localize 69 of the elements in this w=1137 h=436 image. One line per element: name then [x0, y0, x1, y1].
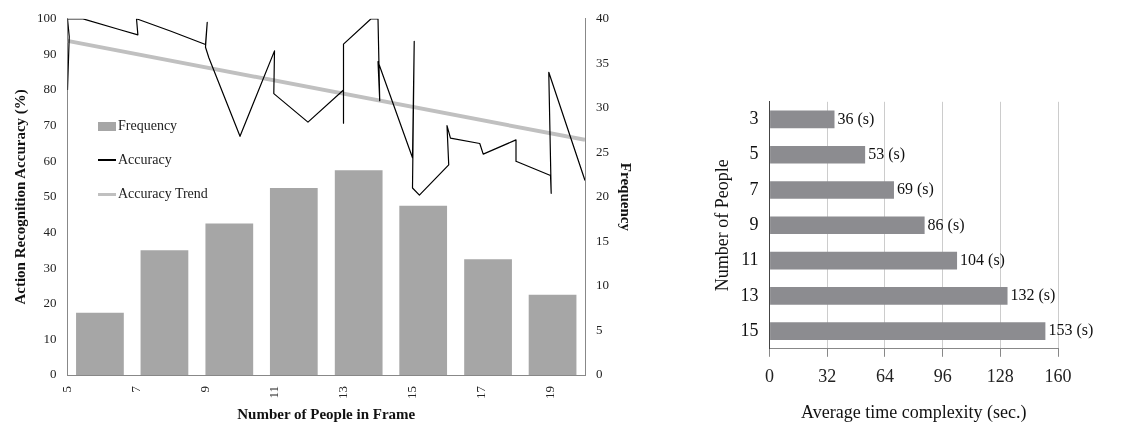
y-tick-label: 70 — [43, 117, 57, 133]
y2-tick-label: 30 — [596, 99, 609, 115]
x-axis-title: Number of People in Frame — [237, 405, 416, 422]
x-tick-label: 160 — [1044, 366, 1072, 387]
bar — [76, 312, 124, 375]
x-tick-label: 32 — [818, 366, 837, 387]
legend-label: Frequency — [118, 118, 178, 134]
x-tick-label: 15 — [403, 386, 419, 399]
bar — [770, 322, 1046, 340]
x-tick-label: 96 — [933, 366, 952, 387]
y2-tick-label: 25 — [596, 143, 609, 159]
x-tick-label: 5 — [58, 386, 74, 393]
legend-label: Accuracy — [118, 152, 172, 168]
bar — [205, 223, 254, 375]
y-tick-label: 50 — [43, 188, 57, 204]
y-tick-label: 9 — [749, 214, 759, 235]
x-tick-label: 11 — [265, 386, 281, 399]
bar — [770, 181, 894, 199]
bar — [770, 251, 958, 270]
x-tick-label: 17 — [472, 385, 488, 399]
y-tick-label: 3 — [749, 108, 759, 129]
x-tick-label: 0 — [765, 366, 775, 387]
data-label: 153 (s) — [1048, 321, 1094, 340]
y-tick-label: 13 — [740, 284, 759, 305]
y2-tick-label: 40 — [596, 10, 609, 26]
x-tick-label: 13 — [334, 386, 350, 399]
y-tick-label: 30 — [43, 259, 57, 275]
data-label: 53 (s) — [868, 144, 906, 163]
y2-tick-label: 15 — [596, 232, 609, 248]
bar — [334, 170, 383, 375]
y-tick-label: 60 — [43, 152, 57, 168]
bar — [464, 259, 512, 375]
data-label: 104 (s) — [960, 250, 1005, 269]
data-label: 86 (s) — [927, 215, 965, 234]
y-tick-label: 7 — [749, 178, 759, 199]
bar — [140, 250, 189, 375]
y-tick-label: 11 — [741, 249, 759, 270]
y-tick-label: 90 — [43, 45, 57, 61]
bar — [770, 145, 866, 164]
y2-tick-label: 5 — [596, 321, 603, 337]
y2-axis-title: Frequency — [618, 162, 635, 232]
y-axis-title: Action Recognition Accuracy (%) — [11, 89, 29, 305]
y-tick-label: 15 — [740, 319, 759, 340]
x-tick-label: 128 — [986, 366, 1014, 387]
data-label: 36 (s) — [837, 109, 875, 128]
x-tick-label: 19 — [541, 386, 557, 399]
bar — [528, 294, 577, 375]
bar — [269, 188, 318, 375]
data-label: 132 (s) — [1010, 286, 1056, 305]
y-tick-label: 20 — [43, 295, 57, 311]
bar — [399, 205, 448, 375]
legend-label: Accuracy Trend — [118, 186, 208, 202]
x-axis-title: Average time complexity (sec.) — [801, 401, 1027, 423]
x-tick-label: 64 — [875, 366, 894, 387]
y2-tick-label: 35 — [596, 54, 609, 70]
bar — [770, 110, 835, 129]
x-tick-label: 7 — [127, 385, 143, 393]
bar — [770, 216, 925, 235]
y2-tick-label: 20 — [596, 188, 609, 204]
y-tick-label: 100 — [37, 10, 57, 26]
y-tick-label: 80 — [43, 81, 57, 97]
y-tick-label: 10 — [43, 330, 57, 346]
y-tick-label: 5 — [749, 143, 759, 164]
bar — [770, 287, 1008, 305]
data-label: 69 (s) — [896, 180, 934, 199]
y-tick-label: 40 — [43, 223, 57, 239]
x-tick-label: 9 — [196, 386, 212, 393]
y-axis-title: Number of People — [711, 159, 732, 292]
y2-tick-label: 10 — [596, 277, 609, 293]
